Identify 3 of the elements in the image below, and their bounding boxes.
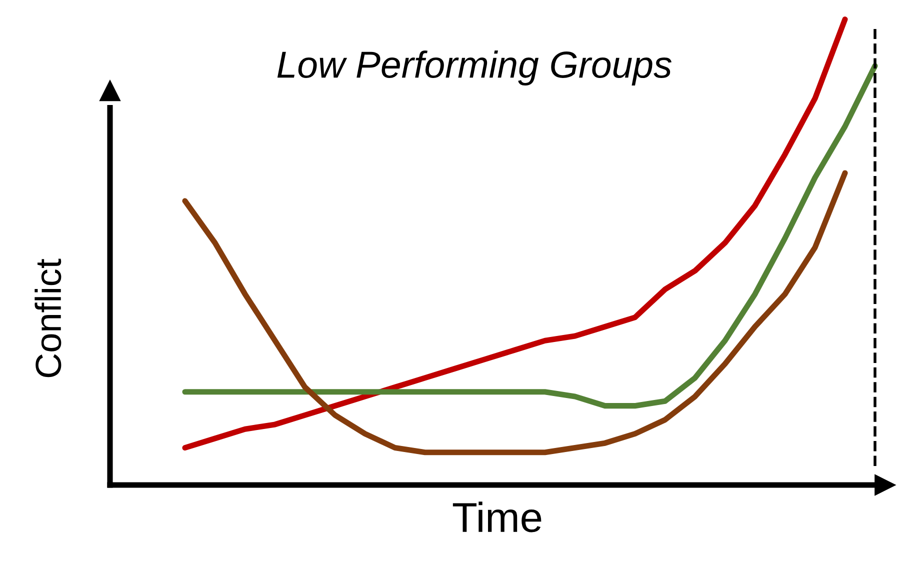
text: Low Performing Groups (277, 50, 672, 86)
y-axis-title: Conflict (34, 258, 62, 378)
x-axis-title: Time (452, 502, 542, 532)
